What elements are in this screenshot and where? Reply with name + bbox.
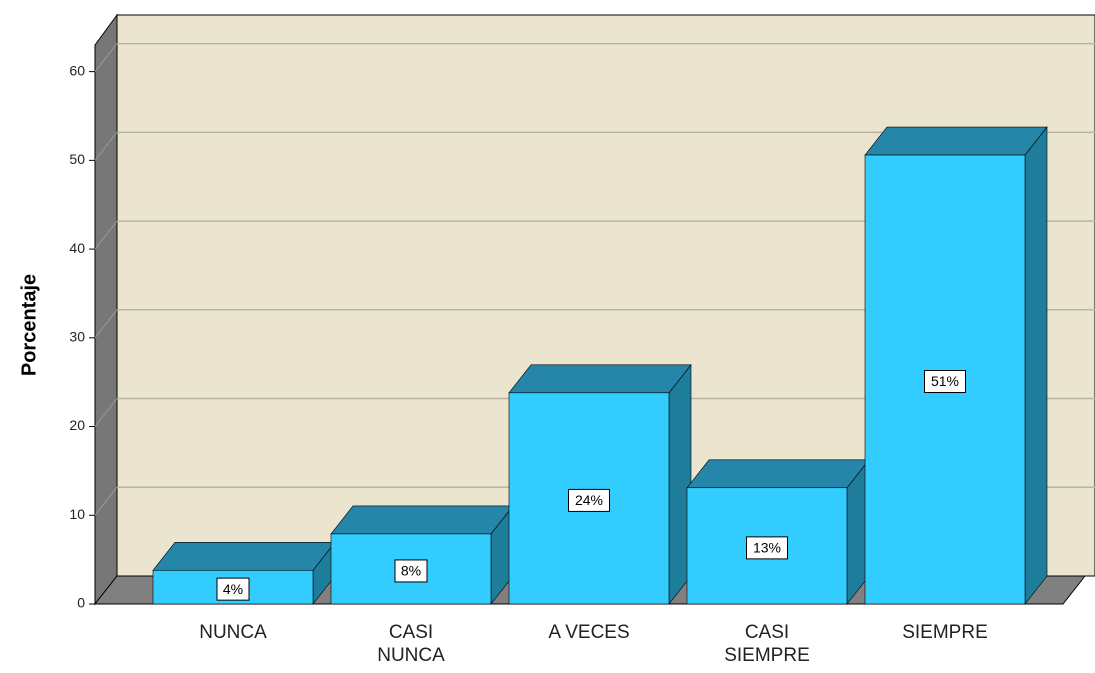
- y-tick-label: 40: [69, 240, 85, 256]
- grid-line: [94, 309, 118, 339]
- bar-top: [686, 459, 870, 489]
- value-label-box: [216, 577, 250, 601]
- y-tick-label: 50: [69, 151, 85, 167]
- y-tick-label: 20: [69, 417, 85, 433]
- value-label-box: [746, 536, 788, 560]
- bar-top: [864, 126, 1048, 156]
- value-label: 51%: [931, 373, 959, 389]
- value-label: 4%: [223, 581, 243, 597]
- grid-line: [94, 398, 118, 427]
- y-tick-label: 0: [77, 595, 85, 611]
- y-axis-label: Porcentaje: [18, 274, 40, 376]
- y-tick-label: 30: [69, 329, 85, 345]
- x-tick-label: CASI NUNCA: [377, 622, 445, 666]
- x-tick-label: SIEMPRE: [902, 622, 988, 643]
- value-label-box: [394, 559, 428, 583]
- grid-line: [94, 220, 118, 250]
- grid-line: [94, 132, 118, 161]
- left-wall: [94, 13, 118, 606]
- value-label: 8%: [401, 563, 421, 579]
- value-label: 24%: [575, 492, 603, 508]
- value-label-box: [924, 370, 966, 394]
- x-tick-label: NUNCA: [199, 622, 267, 643]
- y-tick-label: 10: [69, 506, 85, 522]
- value-label: 13%: [753, 540, 781, 556]
- x-tick-label: CASI SIEMPRE: [724, 622, 810, 666]
- bar-side: [1024, 126, 1048, 605]
- grid-line: [94, 486, 118, 516]
- bar-top: [508, 364, 692, 394]
- value-label-box: [568, 488, 610, 512]
- grid-line: [94, 43, 118, 72]
- x-tick-label: A VECES: [548, 622, 630, 643]
- y-tick-label: 60: [69, 62, 85, 78]
- bars: 4% 8% 24% 13% 51%: [152, 126, 1048, 605]
- bar-top: [152, 541, 336, 571]
- bar-top: [330, 505, 514, 535]
